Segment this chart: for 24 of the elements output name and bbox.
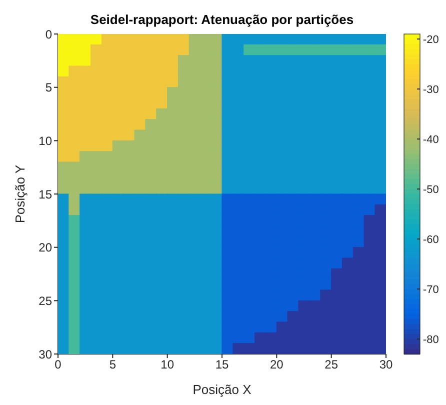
x-axis-title: Posição X [192, 382, 252, 397]
color-bar-label: -70 [423, 284, 439, 296]
y-tick-label: 5 [45, 80, 52, 95]
color-bar-label: -80 [423, 334, 439, 346]
x-tick-label: 10 [160, 358, 174, 372]
x-tick-label: 0 [54, 358, 62, 372]
y-tick-label: 30 [38, 347, 52, 362]
y-tick-label: 25 [38, 294, 52, 308]
y-axis-title: Posição Y [12, 164, 28, 224]
y-tick-label: 0 [45, 27, 52, 42]
y-tick-label: 20 [38, 240, 52, 255]
x-tick-label: 25 [324, 358, 338, 372]
y-tick-label: 15 [38, 187, 52, 202]
x-tick-label: 5 [109, 358, 116, 372]
color-bar-label: -40 [423, 134, 439, 146]
color-bar-label: -20 [423, 34, 439, 46]
x-tick-label: 20 [270, 358, 284, 372]
color-bar-label: -50 [423, 184, 439, 196]
x-tick-label: 15 [215, 358, 229, 372]
y-tick-label: 10 [38, 134, 52, 148]
chart-title: Seidel-rappaport: Atenuação por partições [89, 12, 355, 27]
color-bar-label: -60 [423, 234, 439, 246]
x-tick-label: 30 [379, 358, 393, 372]
color-bar-label: -30 [423, 84, 439, 96]
